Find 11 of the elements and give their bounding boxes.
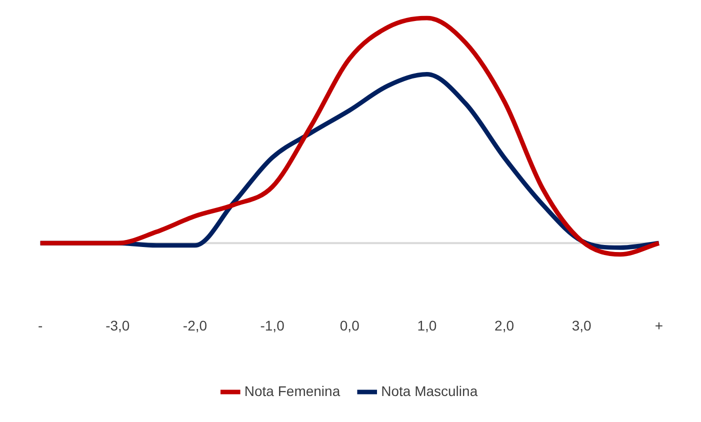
x-tick-label: 0,0 [340,317,360,334]
x-tick-label: 2,0 [494,317,514,334]
x-tick-label: -2,0 [182,317,208,334]
x-tick-label: + [654,317,664,334]
legend-label: Nota Femenina [244,382,340,399]
x-tick-label: 1,0 [417,317,437,334]
x-tick-label: -3,0 [106,317,130,334]
legend-label: Nota Masculina [381,382,478,399]
x-tick-label: -1,0 [260,317,285,334]
x-tick-label: 3,0 [572,317,592,334]
x-tick-label: - [38,317,43,334]
